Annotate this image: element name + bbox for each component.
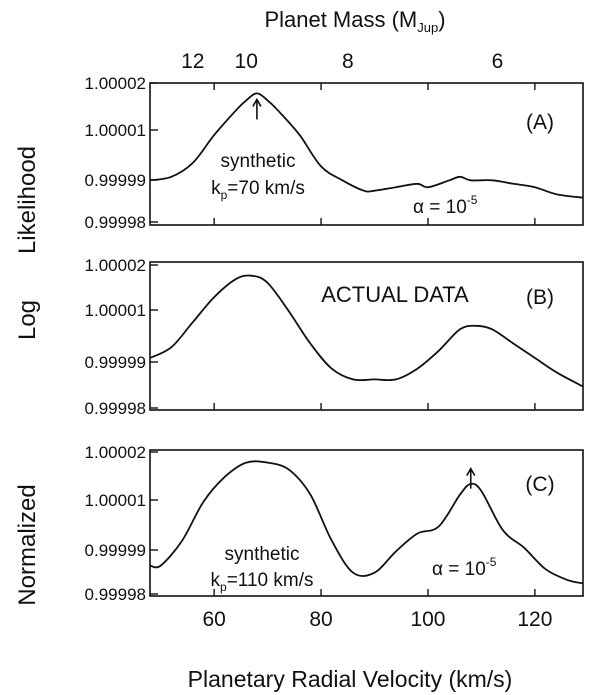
y-tick-label: 0.99998 (85, 213, 146, 232)
top-axis-title-close: ) (438, 7, 445, 32)
y-tick-label: 1.00002 (85, 74, 146, 93)
panel-a-frame (149, 82, 584, 226)
top-tick-label: 8 (342, 50, 354, 73)
panel-a-tag: (A) (526, 111, 554, 134)
panel-a-synthetic: synthetic (221, 151, 296, 172)
panel-b-curve (149, 274, 584, 388)
top-axis-title-sub: Jup (417, 20, 438, 35)
panel-a: 1.00002 1.00001 0.99999 0.99998 (85, 74, 584, 232)
panel-c-curve (149, 460, 584, 585)
panel-c-alpha: α = 10-5 (432, 555, 497, 580)
top-axis-ticks: 12 10 8 6 (181, 50, 503, 73)
panel-b-title: ACTUAL DATA (321, 282, 469, 307)
panel-a-arrow (252, 97, 262, 120)
y-tick-label: 1.00001 (85, 491, 146, 510)
x-tick-label: 60 (202, 608, 225, 631)
top-tick-label: 12 (181, 50, 204, 73)
top-axis-title-main: Planet Mass (M (264, 7, 417, 32)
y-label-normalized: Normalized (14, 484, 41, 605)
y-tick-label: 1.00002 (85, 256, 146, 275)
top-tick-label: 6 (492, 50, 504, 73)
panel-c-synthetic: synthetic (225, 544, 300, 565)
panel-b-frame (149, 261, 584, 411)
top-axis-title: Planet Mass (MJup) (264, 7, 445, 35)
panel-a-alpha: α = 10-5 (413, 193, 478, 218)
y-tick-label: 0.99999 (85, 353, 146, 372)
panel-b: 1.00002 1.00001 0.99999 0.99998 (85, 256, 584, 418)
panel-a-curve (149, 92, 584, 199)
top-tick-label: 10 (235, 50, 258, 73)
y-tick-label: 0.99999 (85, 171, 146, 190)
y-axis-label: Normalized Log Likelihood (14, 146, 41, 606)
panel-c-arrow (466, 467, 476, 489)
y-tick-label: 1.00001 (85, 301, 146, 320)
x-tick-label: 120 (517, 608, 552, 631)
panel-c: 1.00002 1.00001 0.99999 0.99998 (85, 443, 584, 604)
panel-a-kp: kp=70 km/s (211, 178, 305, 202)
panel-c-frame (149, 449, 584, 597)
panel-c-kp: kp=110 km/s (211, 570, 314, 594)
y-tick-label: 0.99999 (85, 541, 146, 560)
y-tick-label: 1.00001 (85, 121, 146, 140)
panel-b-tag: (B) (526, 286, 554, 309)
y-tick-label: 1.00002 (85, 443, 146, 462)
y-label-log: Log (14, 300, 41, 340)
panel-c-tag: (C) (525, 473, 554, 496)
x-axis-ticks: 60 80 100 120 (202, 608, 552, 631)
x-axis-title: Planetary Radial Velocity (km/s) (188, 666, 513, 692)
y-tick-label: 0.99998 (85, 399, 146, 418)
x-tick-label: 100 (410, 608, 445, 631)
y-label-likelihood: Likelihood (14, 146, 41, 254)
x-tick-label: 80 (309, 608, 332, 631)
y-tick-label: 0.99998 (85, 585, 146, 604)
